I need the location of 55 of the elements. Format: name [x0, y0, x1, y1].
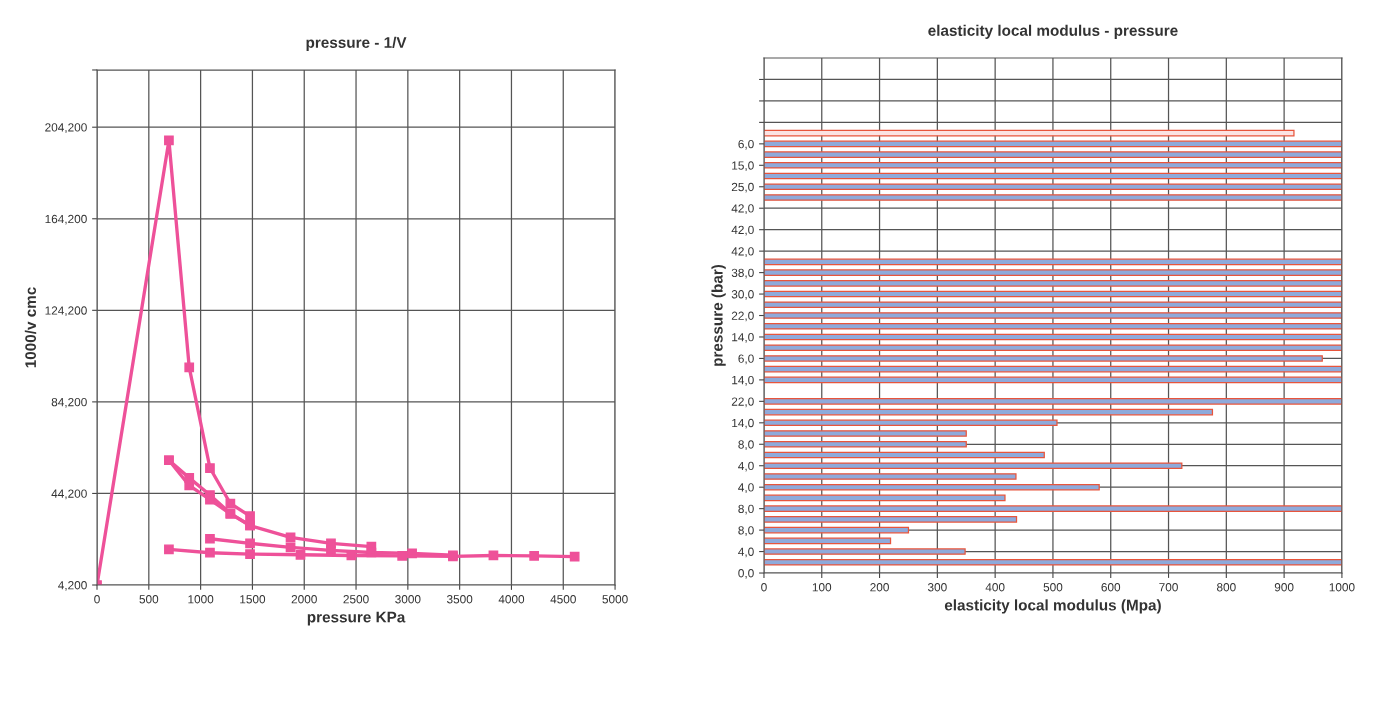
x-tick-label: 3500 — [446, 595, 473, 604]
y-tick-label: 4,200 — [58, 581, 87, 591]
y-tick-label: 4,0 — [738, 483, 754, 493]
y-tick-label: 44,200 — [51, 489, 87, 500]
y-tick-label: 14,0 — [732, 418, 754, 429]
y-tick-label: 22,0 — [731, 397, 754, 408]
x-tick-label: 4000 — [498, 595, 525, 604]
y-tick-label: 8,0 — [738, 440, 754, 451]
y-tick-label: 124,200 — [45, 306, 87, 317]
y-tick-label: 42,0 — [731, 204, 754, 215]
x-tick-label: 700 — [1159, 583, 1178, 592]
chart-title: elasticity local modulus - pressure — [928, 24, 1178, 39]
x-tick-label: 0 — [761, 583, 767, 592]
y-tick-label: 0,0 — [738, 569, 754, 579]
x-tick-label: 1000 — [1329, 583, 1355, 592]
x-axis-title: pressure KPa — [307, 611, 406, 626]
y-tick-label: 14,0 — [732, 333, 754, 343]
y-tick-label: 84,200 — [51, 397, 87, 408]
y-tick-label: 42,0 — [731, 247, 754, 257]
y-tick-label: 8,0 — [738, 504, 754, 515]
x-tick-label: 200 — [870, 583, 889, 592]
x-tick-label: 100 — [812, 583, 832, 592]
x-tick-label: 800 — [1216, 583, 1236, 592]
y-tick-label: 38,0 — [731, 268, 754, 279]
x-tick-label: 5000 — [602, 595, 628, 604]
x-axis-title: elasticity local modulus (Mpa) — [944, 599, 1161, 614]
y-tick-label: 6,0 — [738, 139, 754, 150]
y-tick-label: 22,0 — [731, 311, 754, 322]
x-tick-label: 1500 — [240, 595, 266, 604]
x-tick-label: 300 — [927, 583, 947, 592]
y-tick-label: 15,0 — [732, 161, 754, 172]
y-axis-title: pressure (bar) — [711, 264, 726, 366]
y-tick-label: 25,0 — [731, 182, 754, 193]
y-tick-label: 204,200 — [45, 123, 87, 133]
x-tick-label: 500 — [139, 595, 159, 604]
x-tick-label: 3000 — [395, 595, 421, 604]
x-tick-label: 0 — [94, 595, 100, 604]
y-tick-label: 14,0 — [732, 375, 754, 386]
x-tick-label: 1000 — [188, 595, 214, 604]
y-tick-label: 6,0 — [738, 354, 754, 365]
x-tick-label: 600 — [1101, 583, 1121, 592]
x-tick-label: 400 — [985, 583, 1005, 592]
y-axis-title: 1000/v cmc — [24, 287, 37, 368]
y-tick-label: 30,0 — [731, 290, 754, 300]
y-tick-label: 8,0 — [738, 526, 754, 536]
y-tick-label: 4,0 — [738, 547, 754, 558]
x-tick-label: 2000 — [291, 595, 317, 604]
x-tick-label: 900 — [1274, 583, 1294, 592]
x-tick-label: 2500 — [343, 595, 369, 604]
y-tick-label: 4,0 — [738, 461, 754, 472]
chart-title: pressure - 1/V — [306, 36, 407, 51]
x-tick-label: 4500 — [550, 595, 576, 604]
y-tick-label: 164,200 — [45, 214, 87, 225]
y-tick-label: 42,0 — [731, 225, 754, 236]
x-tick-label: 500 — [1043, 583, 1063, 592]
